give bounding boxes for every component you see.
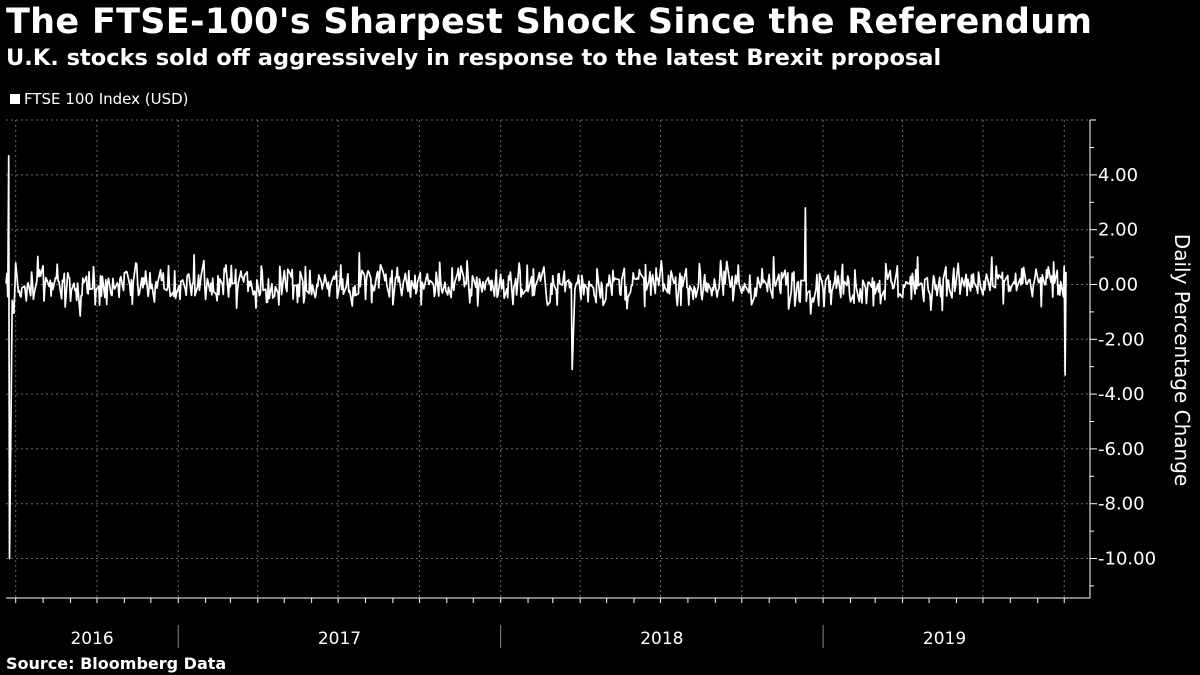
chart-title: The FTSE-100's Sharpest Shock Since the … [6, 2, 1093, 42]
source-note: Source: Bloomberg Data [6, 654, 227, 673]
y-tick-label: -8.00 [1098, 494, 1145, 515]
x-tick-label: 2016 [70, 629, 113, 649]
y-tick-label: 0.00 [1098, 275, 1138, 296]
axes [6, 119, 1097, 648]
legend-label: FTSE 100 Index (USD) [24, 90, 189, 108]
y-tick-label: -10.00 [1098, 549, 1156, 570]
x-tick-label: 2019 [923, 629, 966, 649]
y-tick-label: 2.00 [1098, 220, 1138, 241]
legend-swatch [10, 94, 20, 104]
x-tick-label: 2018 [640, 629, 683, 649]
y-tick-label: -2.00 [1098, 329, 1145, 350]
y-tick-label: -4.00 [1098, 384, 1145, 405]
tick-labels: 4.00 2.00 0.00 -2.00 -4.00 -6.00 -8.00 -10.00 20… [70, 165, 1194, 649]
series-line-ftse-100 [5, 154, 1067, 560]
grid [6, 119, 1090, 598]
y-tick-label: -6.00 [1098, 439, 1145, 460]
y-tick-label: 4.00 [1098, 165, 1138, 186]
y-axis-label: Daily Percentage Change [1170, 234, 1194, 486]
x-tick-label: 2017 [318, 629, 361, 649]
legend: FTSE 100 Index (USD) [10, 90, 189, 108]
chart-subtitle: U.K. stocks sold off aggressively in res… [6, 45, 942, 71]
